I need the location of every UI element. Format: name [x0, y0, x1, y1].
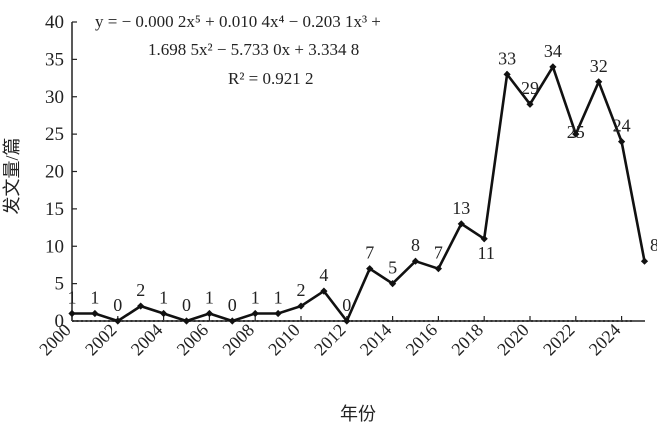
- data-point: [114, 317, 122, 325]
- trendline-equation: y = − 0.000 2x⁵ + 0.010 4x⁴ − 0.203 1x³ …: [95, 12, 381, 88]
- y-tick-label: 35: [45, 49, 64, 70]
- data-label: 2: [297, 280, 306, 300]
- y-tick-label: 20: [45, 162, 64, 183]
- series-group: [68, 63, 649, 325]
- x-tick-label: 2010: [264, 320, 304, 360]
- x-tick-label: 2014: [356, 320, 396, 360]
- data-point: [160, 309, 168, 318]
- data-label: 34: [544, 41, 562, 61]
- data-point: [618, 138, 626, 146]
- data-label: 5: [388, 258, 397, 278]
- data-label: 1: [68, 288, 77, 308]
- data-label: 1: [251, 288, 260, 308]
- data-point: [457, 220, 465, 228]
- data-point: [274, 309, 282, 318]
- x-tick-label: 2008: [218, 320, 258, 360]
- data-label: 13: [452, 198, 470, 218]
- data-label: 1: [90, 288, 99, 308]
- y-tick-label: 25: [45, 124, 64, 145]
- data-label: 0: [182, 295, 191, 315]
- axes: [71, 22, 645, 322]
- data-label: 7: [434, 243, 443, 263]
- data-point: [389, 280, 397, 288]
- data-point: [320, 287, 328, 295]
- data-point: [91, 309, 99, 318]
- data-label: 1: [159, 288, 168, 308]
- data-point: [297, 302, 305, 310]
- data-point: [640, 257, 649, 265]
- data-label: 8: [650, 235, 657, 255]
- y-tick-label: 40: [45, 12, 64, 33]
- data-label: 0: [228, 295, 237, 315]
- equation-line-2: 1.698 5x² − 5.733 0x + 3.334 8: [148, 40, 359, 59]
- x-tick-label: 2018: [447, 320, 487, 360]
- x-ticks: 2000 2002 2004 2006 2008 2010 2012 2014 2016 2018…: [35, 316, 624, 359]
- x-tick-label: 2000: [35, 320, 75, 360]
- r-squared: R² = 0.921 2: [228, 69, 314, 88]
- data-label: 29: [521, 78, 539, 98]
- x-tick-label: 2006: [173, 320, 213, 360]
- x-axis-title: 年份: [340, 404, 376, 424]
- data-point: [503, 70, 511, 78]
- equation-line-1: y = − 0.000 2x⁵ + 0.010 4x⁴ − 0.203 1x³ …: [95, 12, 381, 31]
- data-label: 2: [136, 280, 145, 300]
- data-point: [411, 257, 420, 265]
- y-tick-label: 0: [55, 311, 65, 332]
- data-label: 4: [319, 265, 328, 285]
- data-point: [434, 265, 442, 273]
- data-point: [228, 317, 236, 325]
- data-point: [251, 309, 259, 318]
- series-line: [72, 63, 646, 324]
- x-tick-label: 2022: [539, 320, 579, 360]
- data-point: [137, 302, 145, 310]
- data-label: 8: [411, 235, 420, 255]
- x-tick-label: 2016: [402, 320, 442, 360]
- data-point: [343, 317, 351, 325]
- y-ticks: 0 5 10 15 20 25 30 35 40: [45, 12, 77, 332]
- data-label: 24: [613, 116, 631, 136]
- y-axis-title: 发文量/篇: [2, 137, 22, 214]
- data-point: [205, 309, 213, 318]
- y-tick-label: 10: [45, 236, 64, 257]
- data-point: [366, 265, 374, 273]
- data-label: 25: [567, 122, 585, 142]
- data-label: 1: [274, 288, 283, 308]
- data-point: [572, 130, 580, 138]
- y-tick-label: 30: [45, 87, 64, 108]
- data-label: 7: [365, 243, 374, 263]
- data-label: 0: [342, 295, 351, 315]
- y-tick-label: 15: [45, 199, 64, 220]
- data-point: [526, 100, 534, 108]
- data-label: 32: [590, 56, 608, 76]
- data-label: 33: [498, 48, 516, 68]
- x-tick-label: 2004: [127, 320, 167, 360]
- data-point: [68, 309, 76, 318]
- data-point: [480, 235, 488, 243]
- data-point: [549, 63, 557, 71]
- x-tick-label: 2020: [493, 320, 533, 360]
- x-tick-label: 2012: [310, 320, 350, 360]
- data-point: [182, 317, 191, 325]
- data-label: 11: [478, 243, 495, 263]
- x-tick-label: 2024: [585, 320, 625, 360]
- data-label: 0: [113, 295, 122, 315]
- data-point: [595, 78, 603, 86]
- y-tick-label: 5: [55, 274, 65, 295]
- x-tick-label: 2002: [81, 320, 121, 360]
- data-label: 1: [205, 288, 214, 308]
